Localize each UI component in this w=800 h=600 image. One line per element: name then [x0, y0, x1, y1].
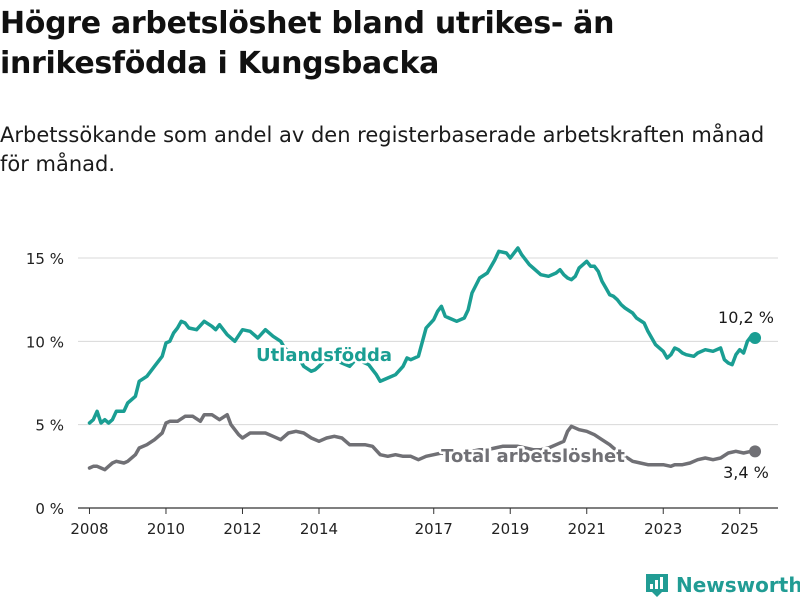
newsworthy-logo-icon — [646, 574, 668, 597]
x-tick-label: 2014 — [300, 520, 338, 538]
series-label-total: Total arbetslöshet — [441, 446, 625, 467]
x-tick-label: 2021 — [568, 520, 606, 538]
x-tick-label: 2008 — [70, 520, 108, 538]
x-tick-label: 2010 — [147, 520, 185, 538]
series-line-1 — [87, 412, 757, 472]
y-tick-label: 15 % — [26, 250, 64, 268]
y-tick-label: 0 % — [35, 500, 64, 518]
x-tick-label: 2025 — [721, 520, 759, 538]
y-tick-label: 10 % — [26, 333, 64, 351]
brand-name: Newsworthy — [676, 573, 800, 597]
series-end-point-0 — [749, 332, 762, 344]
chart-title: Högre arbetslöshet bland utrikes- än inr… — [0, 6, 615, 81]
end-value-label-total: 3,4 % — [723, 463, 769, 482]
x-tick-label: 2012 — [223, 520, 261, 538]
brand-logo: Newsworthy — [645, 570, 800, 600]
x-tick-label: 2019 — [491, 520, 529, 538]
series-line-0 — [87, 246, 757, 425]
chart-subtitle: Arbetssökande som andel av den registerb… — [0, 123, 765, 176]
x-tick-label: 2017 — [415, 520, 453, 538]
series-end-point-1 — [749, 445, 762, 458]
y-tick-label: 5 % — [35, 417, 64, 435]
end-value-label-foreign-born: 10,2 % — [718, 308, 774, 327]
x-tick-label: 2023 — [644, 520, 682, 538]
series-label-foreign-born: Utlandsfödda — [256, 345, 392, 366]
